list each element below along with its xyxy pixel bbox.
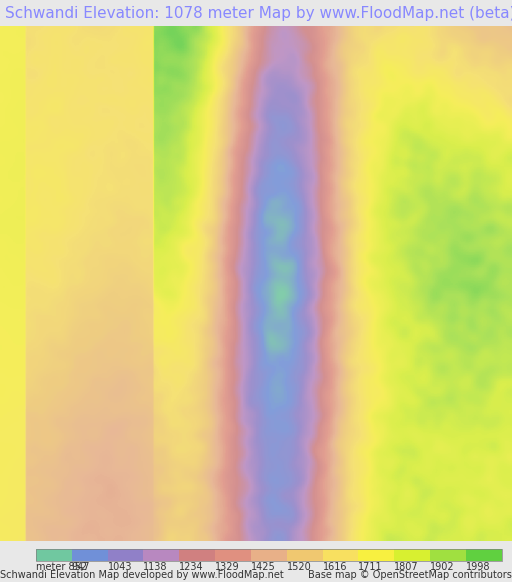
FancyBboxPatch shape: [108, 549, 143, 561]
FancyBboxPatch shape: [358, 549, 394, 561]
Text: Schwandi Elevation: 1078 meter Map by www.FloodMap.net (beta): Schwandi Elevation: 1078 meter Map by ww…: [5, 6, 512, 20]
Text: Schwandi Elevation Map developed by www.FloodMap.net: Schwandi Elevation Map developed by www.…: [0, 570, 284, 580]
FancyBboxPatch shape: [215, 549, 251, 561]
Text: 1807: 1807: [394, 562, 419, 572]
FancyBboxPatch shape: [394, 549, 430, 561]
Text: 1043: 1043: [108, 562, 132, 572]
Text: 1902: 1902: [430, 562, 455, 572]
Text: 1138: 1138: [143, 562, 168, 572]
Text: 1616: 1616: [323, 562, 347, 572]
Text: Base map © OpenStreetMap contributors: Base map © OpenStreetMap contributors: [308, 570, 512, 580]
Text: 1234: 1234: [179, 562, 204, 572]
FancyBboxPatch shape: [251, 549, 287, 561]
FancyBboxPatch shape: [287, 549, 323, 561]
Text: 947: 947: [72, 562, 90, 572]
Text: 1998: 1998: [466, 562, 490, 572]
Bar: [36, 549, 502, 561]
Text: meter 852: meter 852: [36, 562, 87, 572]
FancyBboxPatch shape: [72, 549, 108, 561]
FancyBboxPatch shape: [179, 549, 215, 561]
FancyBboxPatch shape: [466, 549, 502, 561]
FancyBboxPatch shape: [323, 549, 358, 561]
FancyBboxPatch shape: [36, 549, 72, 561]
Text: 1520: 1520: [287, 562, 311, 572]
Text: 1329: 1329: [215, 562, 240, 572]
Text: 1425: 1425: [251, 562, 275, 572]
Text: 1711: 1711: [358, 562, 383, 572]
FancyBboxPatch shape: [430, 549, 466, 561]
FancyBboxPatch shape: [143, 549, 179, 561]
